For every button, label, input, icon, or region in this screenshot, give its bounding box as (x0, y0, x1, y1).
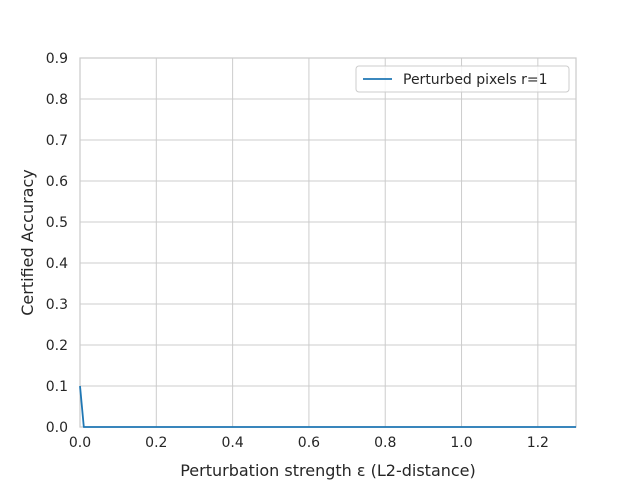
series-line (79, 385, 576, 428)
y-tick-label: 0.2 (46, 338, 68, 354)
y-tick-label: 0.8 (46, 92, 68, 108)
y-tick-label: 0.7 (46, 133, 68, 149)
y-tick-label: 0.1 (46, 379, 68, 395)
x-tick-label: 0.6 (298, 435, 320, 451)
y-tick-label: 0.9 (46, 51, 68, 67)
y-tick-label: 0.6 (46, 174, 68, 190)
legend-label: Perturbed pixels r=1 (403, 72, 548, 88)
legend: Perturbed pixels r=1 (355, 65, 570, 93)
x-tick-label: 0.8 (374, 435, 396, 451)
x-tick-label: 0.2 (145, 435, 167, 451)
y-tick-label: 0.3 (46, 297, 68, 313)
plot-frame (79, 57, 577, 428)
series-layer (79, 385, 576, 428)
y-tick-label: 0.4 (46, 256, 68, 272)
x-axis-ticks: 0.0 0.2 0.4 0.6 0.8 1.0 1.2 (69, 435, 549, 451)
y-axis-ticks: 0.0 0.1 0.2 0.3 0.4 0.5 0.6 0.7 0.8 0.9 (46, 51, 68, 436)
legend-box (355, 65, 570, 93)
x-tick-label: 1.2 (527, 435, 549, 451)
x-tick-label: 0.4 (221, 435, 243, 451)
x-tick-label: 0.0 (69, 435, 91, 451)
y-tick-label: 0.0 (46, 420, 68, 436)
x-axis-label: Perturbation strength ε (L2-distance) (180, 461, 476, 480)
x-tick-label: 1.0 (450, 435, 472, 451)
grid (79, 57, 576, 428)
y-axis-label: Certified Accuracy (18, 169, 37, 316)
y-tick-label: 0.5 (46, 215, 68, 231)
